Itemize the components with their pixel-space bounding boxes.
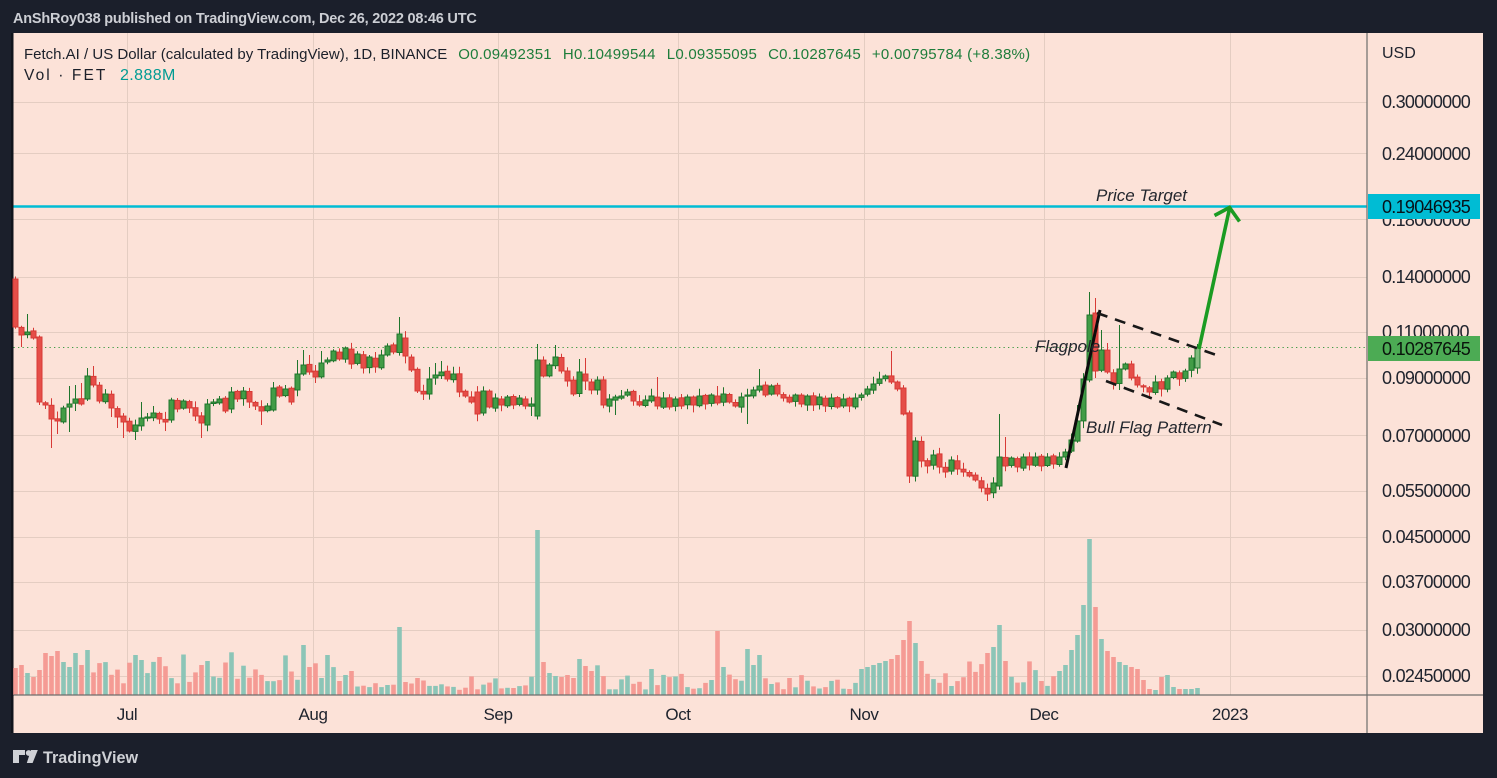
- svg-text:Flagpole: Flagpole: [1035, 337, 1100, 356]
- svg-text:0.03700000: 0.03700000: [1382, 572, 1471, 592]
- svg-text:0.09000000: 0.09000000: [1382, 368, 1471, 388]
- svg-text:2.888M: 2.888M: [120, 67, 176, 84]
- svg-text:TradingView: TradingView: [43, 749, 138, 767]
- svg-text:Vol · FET: Vol · FET: [24, 67, 108, 84]
- svg-text:Sep: Sep: [483, 705, 512, 724]
- svg-text:Oct: Oct: [665, 705, 691, 724]
- svg-text:Price Target: Price Target: [1096, 186, 1188, 205]
- svg-text:Jul: Jul: [117, 705, 138, 724]
- svg-text:0.14000000: 0.14000000: [1382, 267, 1471, 287]
- svg-text:0.30000000: 0.30000000: [1382, 92, 1471, 112]
- svg-text:2023: 2023: [1212, 705, 1248, 724]
- svg-text:Dec: Dec: [1029, 705, 1059, 724]
- svg-text:USD: USD: [1382, 45, 1416, 62]
- svg-text:Bull Flag Pattern: Bull Flag Pattern: [1086, 418, 1212, 437]
- svg-text:0.03000000: 0.03000000: [1382, 620, 1471, 640]
- svg-text:0.05500000: 0.05500000: [1382, 481, 1471, 501]
- svg-text:Nov: Nov: [849, 705, 879, 724]
- svg-text:AnShRoy038 published on Tradin: AnShRoy038 published on TradingView.com,…: [13, 11, 477, 27]
- svg-text:0.07000000: 0.07000000: [1382, 426, 1471, 446]
- svg-text:0.24000000: 0.24000000: [1382, 144, 1471, 164]
- svg-text:Aug: Aug: [298, 705, 327, 724]
- svg-text:0.02450000: 0.02450000: [1382, 666, 1471, 686]
- svg-text:Fetch.AI / US Dollar (calculat: Fetch.AI / US Dollar (calculated by Trad…: [24, 46, 1030, 63]
- svg-text:0.10287645: 0.10287645: [1382, 339, 1471, 359]
- svg-text:0.04500000: 0.04500000: [1382, 527, 1471, 547]
- svg-text:0.19046935: 0.19046935: [1382, 197, 1471, 217]
